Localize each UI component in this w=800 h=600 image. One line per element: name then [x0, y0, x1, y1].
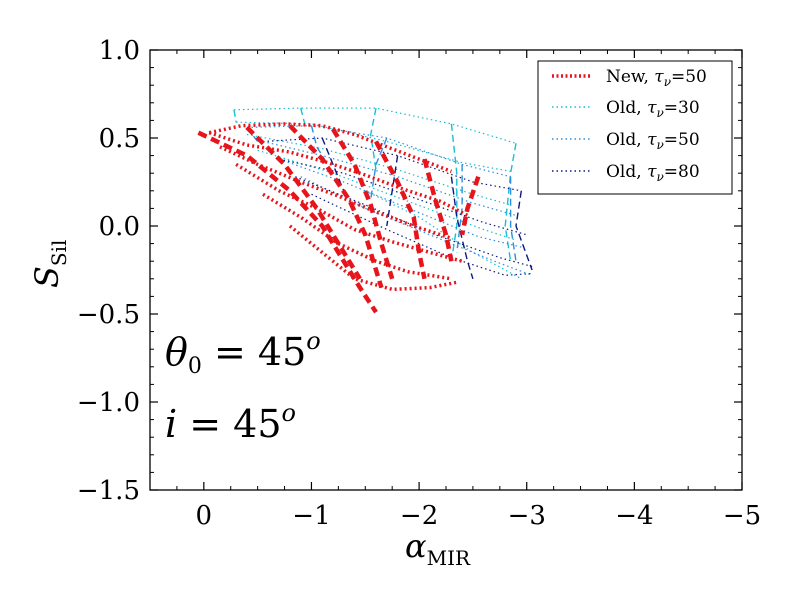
series-0-curve-3 — [235, 162, 463, 263]
series-0-spoke-0 — [197, 130, 378, 314]
legend: New, τν=50 Old, τν=30 Old, τν=50 Old, τν… — [537, 60, 733, 195]
x-tick-label: −4 — [615, 501, 653, 531]
y-tick-label: −0.5 — [77, 300, 140, 330]
series-1-spoke-0 — [233, 109, 237, 123]
series-2-curve-2 — [278, 158, 522, 248]
series-1-curve-1 — [236, 121, 511, 172]
series-0-spoke-1 — [245, 125, 362, 280]
series-3-spoke-0 — [321, 137, 345, 192]
series-0-spoke-5 — [422, 158, 454, 262]
y-tick-label: 0.0 — [99, 212, 140, 242]
y-axis-title: SSil — [28, 240, 71, 288]
y-tick-label: 1.0 — [99, 36, 140, 66]
series-0-curve-2 — [219, 145, 452, 240]
series-2-curve-1 — [262, 140, 517, 216]
annotation-theta: θ0 = 45o — [165, 327, 321, 379]
series-0-curve-1 — [208, 131, 469, 217]
legend-label-old-30: Old, τν=30 — [606, 98, 700, 120]
legend-label-old-80: Old, τν=80 — [606, 162, 700, 184]
y-tick-label: −1.5 — [77, 476, 140, 506]
x-tick-label: 0 — [196, 501, 213, 531]
x-tick-label: −1 — [292, 501, 330, 531]
legend-label-old-50: Old, τν=50 — [606, 130, 700, 152]
series-0-spoke-6 — [459, 175, 481, 236]
series-0-spoke-4 — [374, 140, 427, 280]
y-tick-label: −1.0 — [77, 388, 140, 418]
x-tick-label: −5 — [723, 501, 761, 531]
series-3-curve-2 — [295, 176, 533, 268]
series-1-spoke-1 — [300, 107, 307, 130]
annotation-inclination: i = 45o — [165, 399, 296, 446]
series-2-spoke-2 — [370, 137, 388, 200]
legend-frame — [537, 60, 733, 195]
series-2-spoke-3 — [456, 164, 463, 253]
series-0-curve-0 — [208, 122, 453, 174]
ticks-layer: 0 −1 −2 −3 −4 −5 1.0 0.5 0.0 −0.5 −1.0 −1.5 — [77, 36, 761, 531]
x-axis-title: αMIR — [405, 527, 471, 570]
y-tick-label: 0.5 — [99, 124, 140, 154]
series-0 — [197, 122, 481, 314]
x-tick-label: −2 — [400, 501, 438, 531]
series-3-spoke-3 — [515, 190, 533, 271]
plot-frame — [149, 49, 743, 491]
series-2-spoke-4 — [509, 176, 517, 262]
series-1-spoke-2 — [369, 107, 377, 170]
series-0-curve-4 — [262, 192, 452, 281]
series-1-spoke-3 — [450, 123, 458, 262]
data-layer — [197, 107, 533, 314]
series-0-spoke-2 — [288, 124, 384, 289]
legend-label-new-50: New, τν=50 — [606, 67, 707, 89]
x-tick-label: −3 — [508, 501, 546, 531]
series-3-spoke-1 — [386, 155, 399, 227]
series-0-spoke-3 — [331, 128, 395, 280]
